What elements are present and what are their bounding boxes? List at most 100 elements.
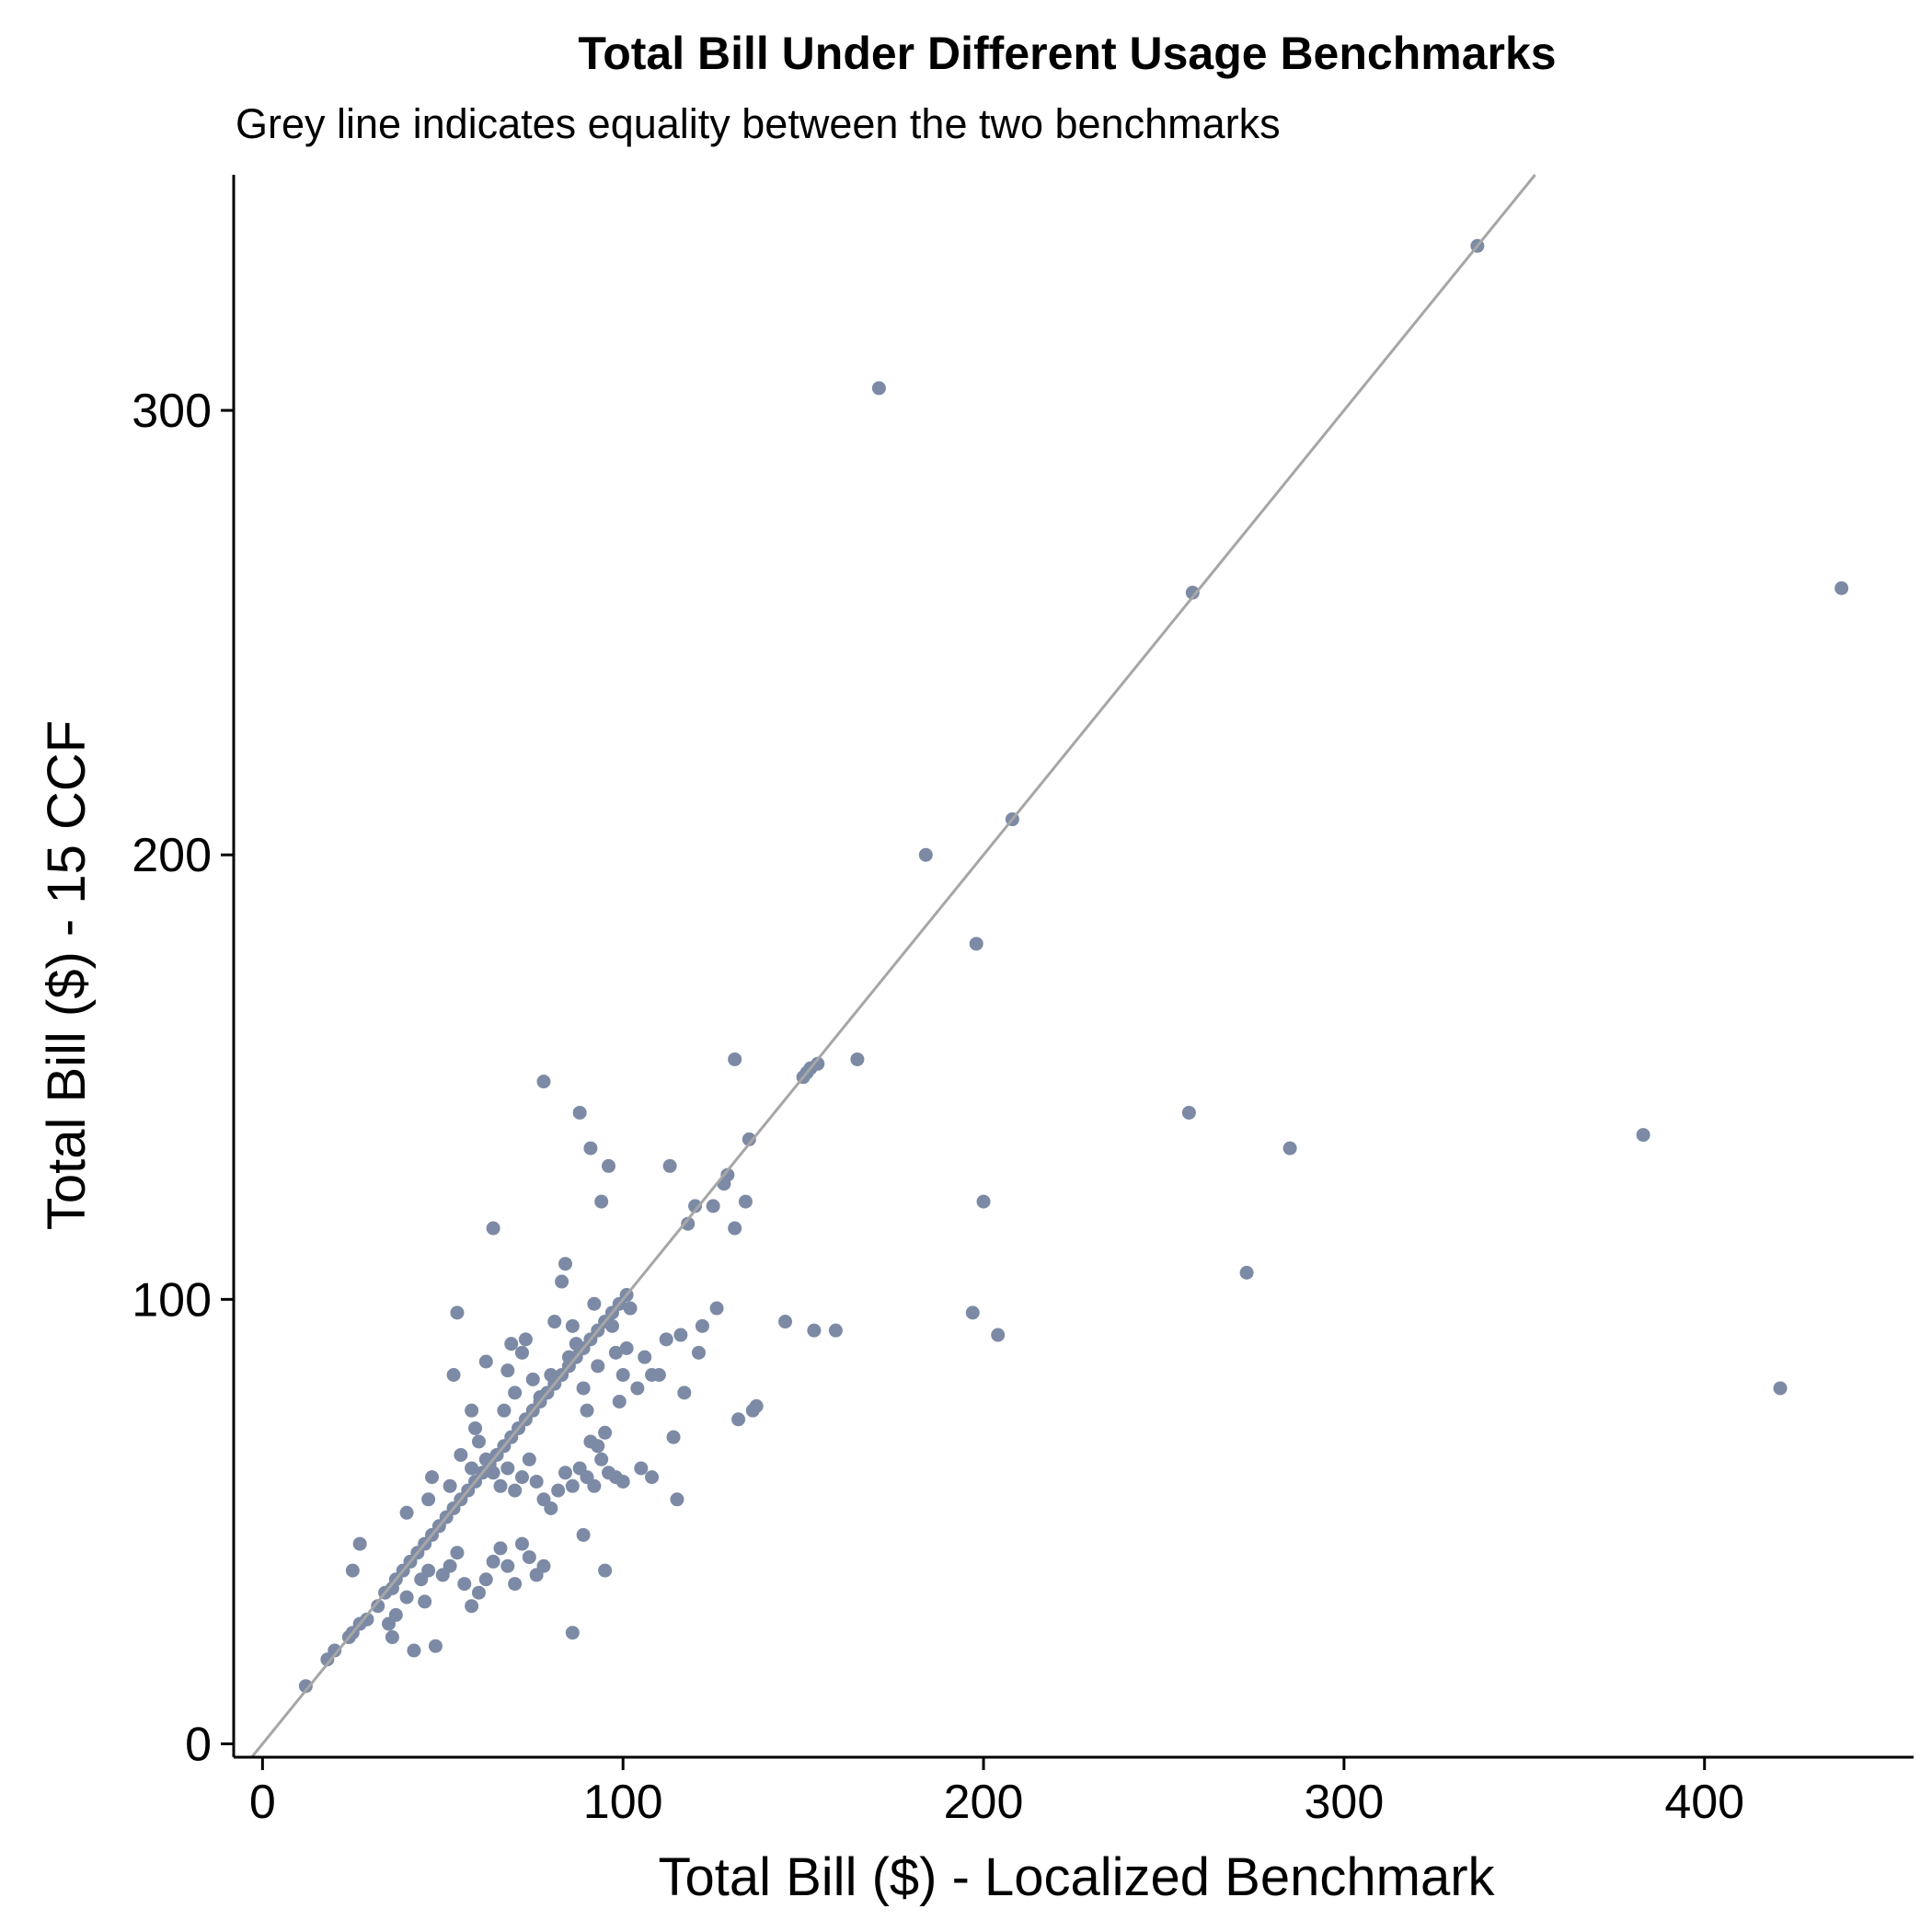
data-point xyxy=(514,1536,529,1551)
data-point xyxy=(807,1323,822,1338)
data-point xyxy=(850,1052,865,1066)
data-point xyxy=(465,1403,479,1418)
x-tick-label: 300 xyxy=(1305,1776,1385,1829)
data-point xyxy=(508,1483,523,1498)
x-axis-ticks: 0 100 200 300 400 xyxy=(249,1757,1744,1829)
data-point xyxy=(555,1274,569,1289)
data-point xyxy=(576,1381,591,1396)
data-point xyxy=(706,1199,720,1213)
data-point xyxy=(558,1257,572,1271)
data-point xyxy=(731,1412,746,1427)
data-point xyxy=(604,1318,619,1333)
data-point xyxy=(612,1394,627,1409)
data-point xyxy=(1185,585,1200,600)
data-point xyxy=(1282,1141,1297,1156)
data-point xyxy=(399,1505,414,1520)
data-point xyxy=(591,1359,605,1374)
x-tick-label: 200 xyxy=(944,1776,1024,1829)
data-point xyxy=(1834,581,1849,595)
data-point xyxy=(615,1474,630,1489)
data-point xyxy=(918,847,933,862)
data-point xyxy=(536,1558,551,1573)
data-point xyxy=(399,1590,414,1604)
y-axis-ticks: 0 100 200 300 xyxy=(132,385,234,1772)
data-point xyxy=(493,1478,508,1493)
data-point xyxy=(551,1483,566,1498)
data-point xyxy=(454,1447,468,1462)
data-point xyxy=(695,1318,709,1333)
data-point xyxy=(608,1345,623,1360)
data-point xyxy=(565,1478,580,1493)
data-point xyxy=(407,1643,421,1658)
data-point xyxy=(547,1315,562,1329)
data-point xyxy=(536,1075,551,1089)
data-point xyxy=(587,1296,602,1311)
data-point xyxy=(594,1452,609,1466)
data-point xyxy=(518,1332,533,1347)
data-point xyxy=(565,1626,580,1640)
data-point xyxy=(514,1470,529,1485)
chart-subtitle: Grey line indicates equality between the… xyxy=(236,100,1281,147)
data-point xyxy=(360,1612,374,1627)
data-point xyxy=(666,1430,681,1444)
data-point xyxy=(1773,1381,1788,1396)
data-point xyxy=(418,1594,432,1609)
data-point xyxy=(728,1221,742,1236)
data-point xyxy=(388,1607,403,1622)
data-point xyxy=(749,1398,764,1413)
data-point xyxy=(688,1199,703,1213)
data-point xyxy=(497,1403,512,1418)
data-point xyxy=(811,1056,825,1071)
data-point xyxy=(529,1474,544,1489)
data-point xyxy=(691,1345,706,1360)
data-point xyxy=(450,1305,465,1320)
data-point xyxy=(742,1132,756,1146)
y-tick-label: 0 xyxy=(185,1719,212,1772)
data-point xyxy=(594,1194,609,1209)
data-point xyxy=(591,1439,605,1454)
data-point xyxy=(681,1216,696,1231)
data-point xyxy=(298,1679,313,1694)
data-point xyxy=(558,1466,572,1480)
data-point xyxy=(965,1305,980,1320)
data-point xyxy=(450,1546,465,1560)
y-tick-label: 100 xyxy=(132,1273,212,1327)
data-point xyxy=(478,1354,493,1369)
data-point xyxy=(969,937,983,951)
data-point xyxy=(976,1194,991,1209)
x-tick-label: 400 xyxy=(1664,1776,1744,1829)
data-point xyxy=(623,1301,638,1316)
data-point xyxy=(1181,1105,1196,1120)
data-point xyxy=(619,1341,634,1356)
data-point xyxy=(533,1390,547,1405)
data-point xyxy=(500,1363,515,1378)
data-point xyxy=(471,1434,486,1449)
data-point xyxy=(871,381,886,396)
data-point xyxy=(662,1158,677,1173)
data-point xyxy=(572,1105,587,1120)
data-point xyxy=(638,1350,652,1364)
data-point xyxy=(486,1221,500,1236)
data-point xyxy=(471,1585,486,1600)
data-point xyxy=(630,1381,645,1396)
data-point xyxy=(493,1541,508,1556)
data-point xyxy=(486,1466,500,1480)
data-point xyxy=(587,1478,602,1493)
data-point xyxy=(478,1572,493,1587)
data-point xyxy=(778,1315,793,1329)
data-point xyxy=(446,1367,461,1382)
chart-title: Total Bill Under Different Usage Benchma… xyxy=(578,28,1556,79)
data-point xyxy=(544,1501,558,1515)
data-point xyxy=(645,1470,660,1485)
data-point xyxy=(465,1599,479,1614)
data-point xyxy=(565,1318,580,1333)
data-point xyxy=(670,1492,684,1507)
data-point xyxy=(514,1345,529,1360)
data-point xyxy=(385,1630,399,1645)
y-tick-label: 300 xyxy=(132,385,212,438)
data-point xyxy=(428,1639,443,1653)
data-point xyxy=(598,1425,613,1440)
data-point xyxy=(569,1337,583,1351)
data-point xyxy=(486,1554,500,1569)
data-point xyxy=(345,1563,360,1578)
